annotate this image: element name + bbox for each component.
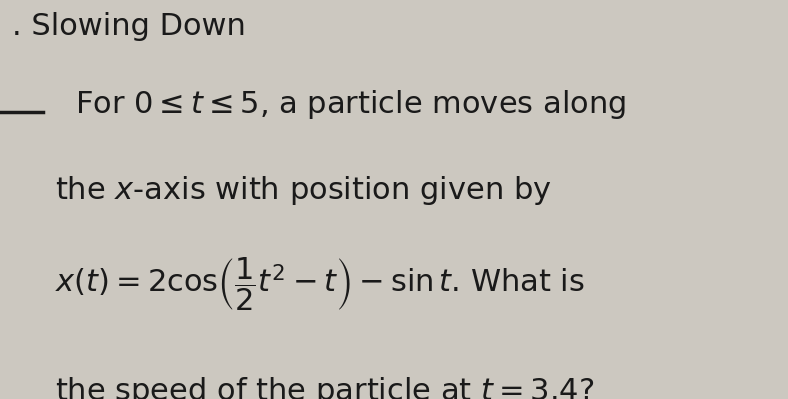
Text: . Slowing Down: . Slowing Down [12, 12, 246, 41]
Text: the $x$-axis with position given by: the $x$-axis with position given by [55, 174, 552, 207]
Text: $x(t) = 2\cos\!\left(\dfrac{1}{2}t^2 - t\right) - \sin t$. What is: $x(t) = 2\cos\!\left(\dfrac{1}{2}t^2 - t… [55, 255, 585, 313]
Text: the speed of the particle at $t = 3.4$?: the speed of the particle at $t = 3.4$? [55, 375, 595, 399]
Text: For $0 \leq t \leq 5$, a particle moves along: For $0 \leq t \leq 5$, a particle moves … [75, 88, 626, 121]
